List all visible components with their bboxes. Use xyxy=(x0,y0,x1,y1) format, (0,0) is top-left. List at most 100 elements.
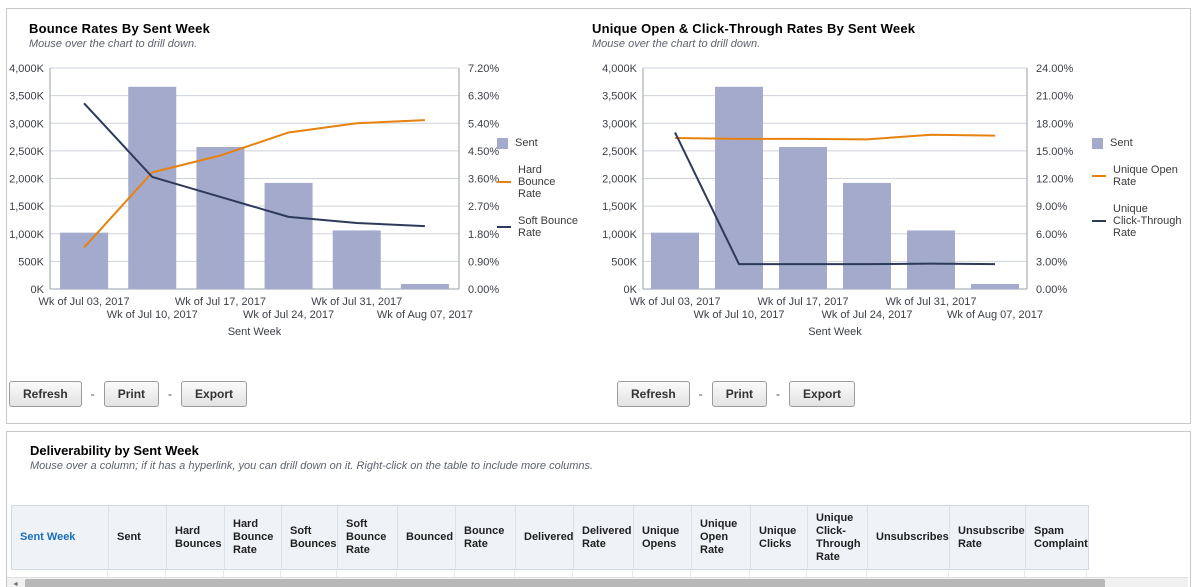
gridlines xyxy=(50,67,459,290)
x-axis-title: Sent Week xyxy=(808,326,862,338)
bar-sent[interactable] xyxy=(400,284,449,289)
bar-sent[interactable] xyxy=(60,232,109,289)
hard-bounce-rate-line[interactable] xyxy=(83,119,425,249)
unique-click-through-rate-line[interactable] xyxy=(674,132,996,266)
legend-line-swatch xyxy=(1092,220,1106,222)
table-cell xyxy=(1025,570,1087,579)
svg-text:Wk of Aug 07, 2017: Wk of Aug 07, 2017 xyxy=(377,309,473,321)
scrollbar-thumb[interactable] xyxy=(25,579,1105,587)
column-header-sent-week[interactable]: Sent Week xyxy=(12,506,109,569)
column-header-unsubscribes: Unsubscribes xyxy=(868,506,950,569)
bar-sent[interactable] xyxy=(779,147,827,289)
svg-text:21.00%: 21.00% xyxy=(1036,91,1074,103)
table-title: Deliverability by Sent Week xyxy=(30,443,199,458)
table-header-row[interactable]: Sent Week Sent Hard Bounces Hard Bounce Rat… xyxy=(11,505,1089,570)
svg-text:500K: 500K xyxy=(611,256,637,268)
legend-label: Unique Open Rate xyxy=(1113,164,1178,188)
svg-text:15.00%: 15.00% xyxy=(1036,146,1074,158)
gridlines xyxy=(643,67,1027,290)
bar-sent[interactable] xyxy=(196,147,245,289)
legend-label: Sent xyxy=(1110,137,1133,149)
svg-text:Wk of Aug 07, 2017: Wk of Aug 07, 2017 xyxy=(947,309,1043,321)
svg-text:1,500K: 1,500K xyxy=(9,201,45,213)
column-header-unique-clicks: Unique Clicks xyxy=(751,506,808,569)
svg-text:0.00%: 0.00% xyxy=(468,284,499,296)
table-cell xyxy=(949,570,1025,579)
svg-text:Wk of Jul 10, 2017: Wk of Jul 10, 2017 xyxy=(693,309,784,321)
unique-open-rate-line[interactable] xyxy=(674,133,996,141)
soft-bounce-rate-line[interactable] xyxy=(83,102,425,228)
column-header-sent: Sent xyxy=(109,506,167,569)
svg-text:1.80%: 1.80% xyxy=(468,229,499,241)
legend-square-swatch xyxy=(1092,137,1103,149)
column-header-spam-complaints: Spam Complaints xyxy=(1034,524,1088,550)
bar-sent[interactable] xyxy=(332,230,381,289)
legend-item-unique-open-rate: Unique Open Rate xyxy=(1092,164,1197,188)
bar-sent[interactable] xyxy=(715,86,763,289)
legend-label: Hard Bounce Rate xyxy=(518,164,556,200)
table-cell xyxy=(750,570,807,579)
legend-square-swatch xyxy=(497,137,508,149)
table-cell xyxy=(108,570,166,579)
sent-bars[interactable] xyxy=(651,86,1019,289)
bar-sent[interactable] xyxy=(971,284,1019,289)
legend-item-hard-bounce-rate: Hard Bounce Rate xyxy=(497,164,589,200)
sent-bars[interactable] xyxy=(60,86,449,289)
table-cell xyxy=(633,570,691,579)
table-cell xyxy=(455,570,515,579)
svg-text:4,000K: 4,000K xyxy=(602,63,638,75)
column-header-soft-bounces: Soft Bounces xyxy=(282,506,338,569)
svg-text:3,500K: 3,500K xyxy=(602,91,638,103)
column-header-bounced: Bounced xyxy=(398,506,456,569)
svg-text:Wk of Jul 31, 2017: Wk of Jul 31, 2017 xyxy=(885,296,976,308)
svg-text:18.00%: 18.00% xyxy=(1036,118,1074,130)
button-separator: - xyxy=(90,387,95,401)
legend-line-swatch xyxy=(1092,175,1106,177)
svg-text:Wk of Jul 10, 2017: Wk of Jul 10, 2017 xyxy=(107,309,198,321)
svg-text:Wk of Jul 24, 2017: Wk of Jul 24, 2017 xyxy=(243,309,334,321)
left-axis-ticks: 4,000K 3,500K 3,000K 2,500K 2,000K 1,500K 1,00… xyxy=(9,63,45,296)
export-button[interactable]: Export xyxy=(181,381,248,407)
button-separator: - xyxy=(698,387,703,401)
bar-sent[interactable] xyxy=(907,230,955,289)
svg-text:7.20%: 7.20% xyxy=(468,63,499,75)
column-header-unique-open-rate: Unique Open Rate xyxy=(692,506,751,569)
svg-text:0.00%: 0.00% xyxy=(1036,284,1067,296)
svg-text:6.30%: 6.30% xyxy=(468,91,499,103)
table-subtitle: Mouse over a column; if it has a hyperli… xyxy=(30,460,594,472)
bar-sent[interactable] xyxy=(651,232,699,289)
export-button[interactable]: Export xyxy=(789,381,856,407)
table-cell xyxy=(573,570,633,579)
bounce-chart-legend: Sent Hard Bounce Rate Soft Bounce Rate xyxy=(497,137,589,254)
bar-sent[interactable] xyxy=(264,182,313,289)
print-button[interactable]: Print xyxy=(711,381,768,407)
svg-text:1,000K: 1,000K xyxy=(9,229,45,241)
bounce-rates-chart-plot[interactable]: 4,000K 3,500K 3,000K 2,500K 2,000K 1,500K 1,00… xyxy=(7,59,512,349)
refresh-button[interactable]: Refresh xyxy=(617,381,690,407)
bar-sent[interactable] xyxy=(843,182,891,289)
svg-text:12.00%: 12.00% xyxy=(1036,174,1074,186)
horizontal-scrollbar[interactable]: ◄ xyxy=(7,577,1188,587)
bar-sent[interactable] xyxy=(128,86,177,289)
table-cell xyxy=(166,570,224,579)
button-separator: - xyxy=(776,387,781,401)
legend-item-sent: Sent xyxy=(1092,137,1197,149)
refresh-button[interactable]: Refresh xyxy=(9,381,82,407)
table-cell xyxy=(224,570,281,579)
column-header-hard-bounce-rate: Hard Bounce Rate xyxy=(225,506,282,569)
legend-line-swatch xyxy=(497,181,511,183)
legend-label: Unique Click-Through Rate xyxy=(1113,203,1182,239)
svg-text:Wk of Jul 17, 2017: Wk of Jul 17, 2017 xyxy=(757,296,848,308)
print-button[interactable]: Print xyxy=(103,381,160,407)
scroll-left-arrow-icon[interactable]: ◄ xyxy=(8,578,23,587)
svg-text:500K: 500K xyxy=(18,256,44,268)
column-header-unique-opens: Unique Opens xyxy=(634,506,692,569)
open-ctr-chart-title: Unique Open & Click-Through Rates By Sen… xyxy=(592,21,916,36)
bounce-chart-title: Bounce Rates By Sent Week xyxy=(29,21,211,36)
svg-text:3,500K: 3,500K xyxy=(9,91,45,103)
svg-text:24.00%: 24.00% xyxy=(1036,63,1074,75)
open-ctr-chart-plot[interactable]: 4,000K 3,500K 3,000K 2,500K 2,000K 1,500K 1,00… xyxy=(597,59,1102,349)
bounce-chart-subtitle: Mouse over the chart to drill down. xyxy=(29,38,198,50)
